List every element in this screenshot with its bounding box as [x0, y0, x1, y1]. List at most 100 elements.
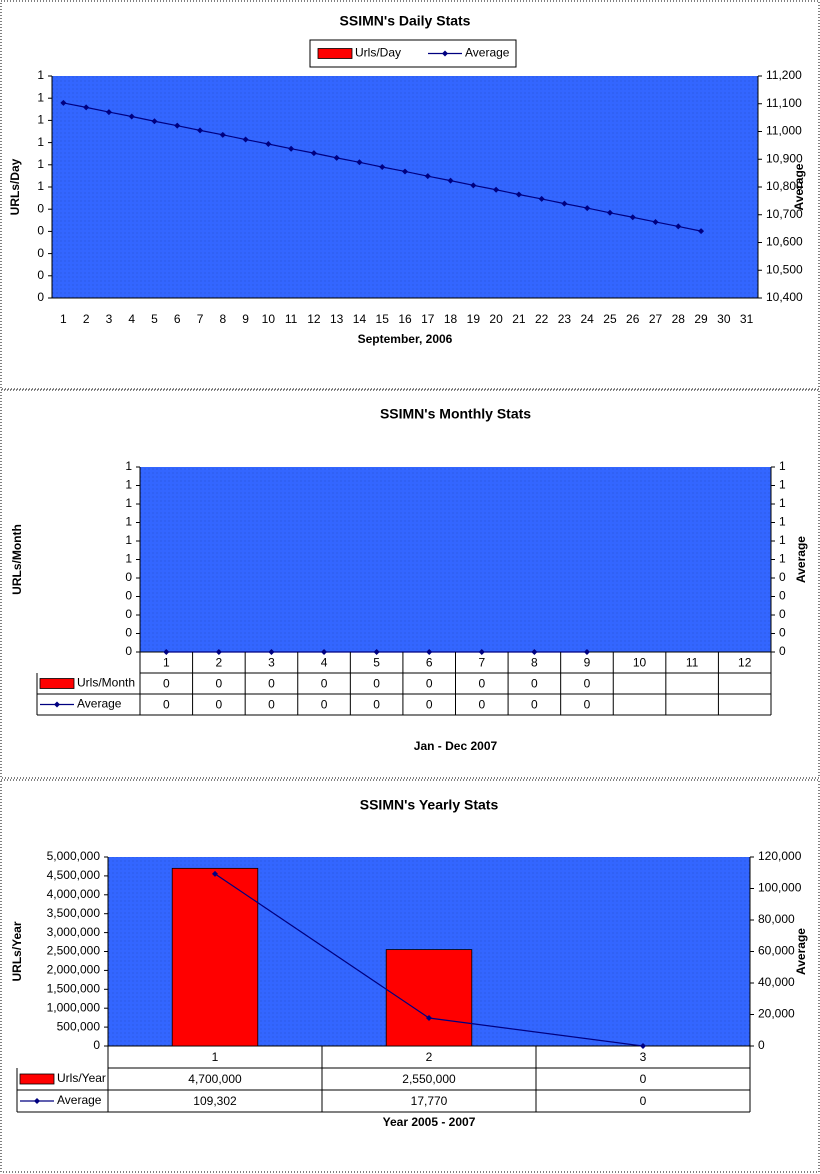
y2-tick-label: 80,000	[758, 912, 795, 926]
x-tick-label: 21	[512, 312, 526, 326]
y-tick-label: 1	[37, 68, 44, 82]
line-marker	[470, 182, 477, 189]
y2-tick-label: 120,000	[758, 849, 802, 863]
table-value: 0	[163, 677, 170, 691]
x-tick-label: 11	[686, 656, 699, 670]
y-tick-label: 500,000	[57, 1019, 101, 1033]
line-marker	[128, 113, 135, 120]
x-tick-label: 25	[603, 312, 617, 326]
y2-tick-label: 0	[779, 607, 786, 621]
table-value: 0	[531, 698, 538, 712]
x-tick-label: 3	[640, 1050, 647, 1064]
y2-tick-label: 0	[779, 644, 786, 658]
x-tick-label: 5	[373, 656, 380, 670]
y-tick-label: 1	[37, 157, 44, 171]
x-tick-label: 9	[242, 312, 249, 326]
x-tick-label: 9	[584, 656, 591, 670]
y-tick-label: 0	[37, 246, 44, 260]
y2-tick-label: 0	[758, 1038, 765, 1052]
line-marker	[268, 649, 275, 655]
table-value: 0	[373, 698, 380, 712]
y-tick-label: 1	[37, 179, 44, 193]
x-tick-label: 7	[478, 656, 485, 670]
line-marker	[310, 150, 317, 157]
y2-tick-label: 1	[779, 496, 786, 510]
y2-tick-label: 1	[779, 459, 786, 473]
y-tick-label: 1	[37, 90, 44, 104]
y-tick-label: 2,500,000	[47, 944, 101, 958]
line-marker	[356, 159, 363, 166]
y2-tick-label: 0	[779, 570, 786, 584]
line-marker	[402, 168, 408, 175]
line-marker	[163, 649, 170, 655]
line-marker	[493, 186, 500, 193]
x-tick-label: 14	[353, 312, 367, 326]
x-tick-label: 2	[216, 656, 223, 670]
y2-tick-label: 1	[779, 478, 786, 492]
panel	[0, 779, 820, 1173]
line-marker	[373, 649, 380, 655]
table-value: 0	[216, 677, 223, 691]
x-tick-label: 6	[426, 656, 433, 670]
table-value: 0	[478, 677, 485, 691]
chart-title: SSIMN's Monthly Stats	[380, 406, 531, 422]
x-tick-label: 20	[489, 312, 503, 326]
legend-marker	[34, 1098, 40, 1104]
line-marker	[288, 145, 295, 152]
y-tick-label: 0	[125, 644, 132, 658]
line-marker	[426, 649, 433, 655]
legend-marker	[54, 701, 60, 708]
line-marker	[321, 649, 328, 655]
table-value: 0	[426, 698, 433, 712]
x-tick-label: 1	[212, 1050, 219, 1064]
y2-tick-label: 10,700	[766, 207, 803, 221]
y-axis-label: URLs/Day	[8, 158, 22, 215]
y-tick-label: 0	[37, 290, 44, 304]
y-tick-label: 4,500,000	[47, 868, 101, 882]
table-value: 0	[321, 677, 328, 691]
y2-tick-label: 40,000	[758, 975, 795, 989]
legend-label: Urls/Month	[77, 676, 135, 690]
line-marker	[151, 118, 158, 125]
y2-tick-label: 10,600	[766, 235, 803, 249]
table-value: 17,770	[411, 1094, 448, 1108]
line-marker	[242, 136, 249, 143]
y-tick-label: 0	[37, 224, 44, 238]
y-tick-label: 3,500,000	[47, 906, 101, 920]
x-tick-label: 3	[106, 312, 113, 326]
y2-axis-label: Average	[794, 928, 808, 975]
line-marker	[583, 649, 590, 655]
y2-tick-label: 10,500	[766, 262, 803, 276]
y-tick-label: 1	[37, 113, 44, 127]
x-tick-label: 8	[219, 312, 226, 326]
panel	[0, 389, 820, 779]
x-tick-label: 6	[174, 312, 181, 326]
y-tick-label: 0	[37, 201, 44, 215]
bar	[171, 867, 259, 1047]
legend-swatch	[39, 678, 75, 689]
bar	[385, 949, 473, 1047]
y-tick-label: 1	[125, 459, 132, 473]
legend-label: Average	[57, 1093, 102, 1107]
line-marker	[265, 140, 272, 147]
table-value: 2,550,000	[402, 1072, 456, 1086]
y-tick-label: 0	[37, 268, 44, 282]
x-tick-label: 13	[330, 312, 344, 326]
line-marker	[333, 154, 340, 161]
table-value: 0	[584, 698, 591, 712]
y-tick-label: 1	[125, 478, 132, 492]
y-tick-label: 4,000,000	[47, 887, 101, 901]
line-marker	[426, 1015, 432, 1022]
x-tick-label: 3	[268, 656, 275, 670]
y2-tick-label: 10,900	[766, 151, 803, 165]
line-marker	[584, 205, 591, 212]
y-tick-label: 1	[125, 496, 132, 510]
legend-swatch	[19, 1073, 55, 1085]
y-tick-label: 2,000,000	[47, 963, 101, 977]
y2-tick-label: 10,800	[766, 179, 803, 193]
line-marker	[698, 228, 705, 235]
x-tick-label: 4	[128, 312, 135, 326]
y-tick-label: 3,000,000	[47, 925, 101, 939]
y-tick-label: 0	[93, 1038, 100, 1052]
